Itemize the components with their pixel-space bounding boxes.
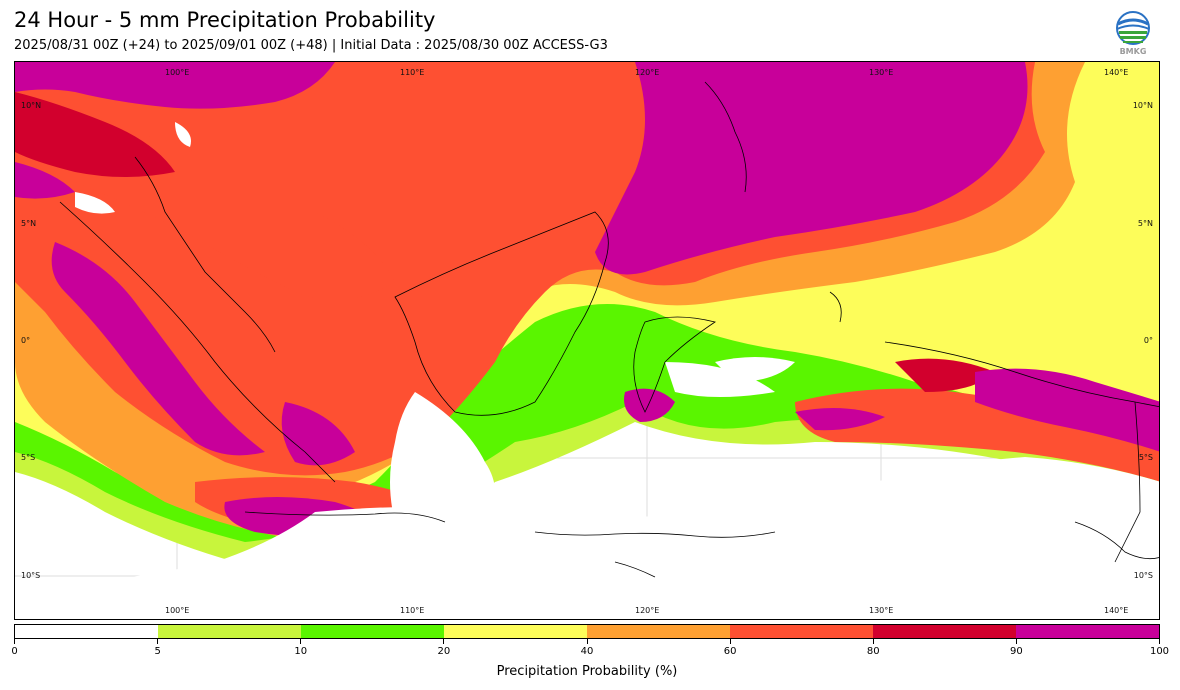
lat-label-left: 10°N	[21, 101, 42, 110]
lat-label-right: 5°S	[1138, 453, 1153, 462]
colorbar-tick	[300, 639, 302, 644]
lon-label-top: 110°E	[400, 68, 425, 77]
svg-text:BMKG: BMKG	[1120, 47, 1147, 56]
lat-label-left: 0°	[21, 336, 31, 345]
lon-label-top: 120°E	[635, 68, 660, 77]
probability-field-90	[15, 62, 1159, 537]
lon-label-bottom: 130°E	[869, 606, 894, 615]
colorbar-segment	[1016, 625, 1159, 638]
colorbar-tick	[443, 639, 445, 644]
colorbar-tick	[872, 639, 874, 644]
lon-label-top: 100°E	[165, 68, 190, 77]
precipitation-map: 100°E 110°E 120°E 130°E 140°E 100°E 110°…	[14, 61, 1160, 620]
colorbar-segment	[587, 625, 730, 638]
colorbar-tick-label: 20	[437, 646, 451, 657]
lat-label-right: 5°N	[1137, 219, 1153, 228]
colorbar-tick	[1159, 639, 1160, 644]
lon-label-top: 140°E	[1104, 68, 1129, 77]
lat-label-left: 5°N	[21, 219, 37, 228]
colorbar-segment	[444, 625, 587, 638]
colorbar-tick-label: 40	[580, 646, 594, 657]
colorbar-segment	[15, 625, 158, 638]
lat-label-right: 10°S	[1133, 571, 1153, 580]
colorbar-segment	[158, 625, 301, 638]
coastlines	[59, 81, 1159, 578]
bmkg-logo: BMKG	[1112, 10, 1154, 56]
colorbar-tick-label: 5	[154, 646, 161, 657]
colorbar-segment	[301, 625, 444, 638]
colorbar-tick-label: 100	[1149, 646, 1170, 657]
colorbar-tick-label: 80	[866, 646, 880, 657]
colorbar-tick	[14, 639, 15, 644]
lon-label-top: 130°E	[869, 68, 894, 77]
probability-field-0	[15, 122, 1159, 619]
map-title: 24 Hour - 5 mm Precipitation Probability	[14, 8, 436, 32]
lon-label-bottom: 140°E	[1104, 606, 1129, 615]
lon-label-bottom: 100°E	[165, 606, 190, 615]
lon-label-bottom: 110°E	[400, 606, 425, 615]
colorbar-segment	[730, 625, 873, 638]
colorbar-tick	[586, 639, 588, 644]
colorbar	[14, 624, 1160, 639]
colorbar-tick-label: 90	[1010, 646, 1023, 657]
colorbar-tick	[1015, 639, 1017, 644]
lon-label-bottom: 120°E	[635, 606, 660, 615]
colorbar-tick-label: 10	[294, 646, 308, 657]
map-subtitle: 2025/08/31 00Z (+24) to 2025/09/01 00Z (…	[14, 38, 608, 53]
colorbar-tick	[157, 639, 159, 644]
lat-label-right: 10°N	[1132, 101, 1153, 110]
colorbar-label: Precipitation Probability (%)	[496, 664, 678, 679]
colorbar-tick-label: 60	[723, 646, 737, 657]
lat-label-left: 5°S	[21, 453, 36, 462]
colorbar-tick-label: 0	[11, 646, 18, 657]
lat-label-left: 10°S	[21, 571, 41, 580]
colorbar-tick	[729, 639, 731, 644]
lat-label-right: 0°	[1143, 336, 1153, 345]
colorbar-segment	[873, 625, 1016, 638]
